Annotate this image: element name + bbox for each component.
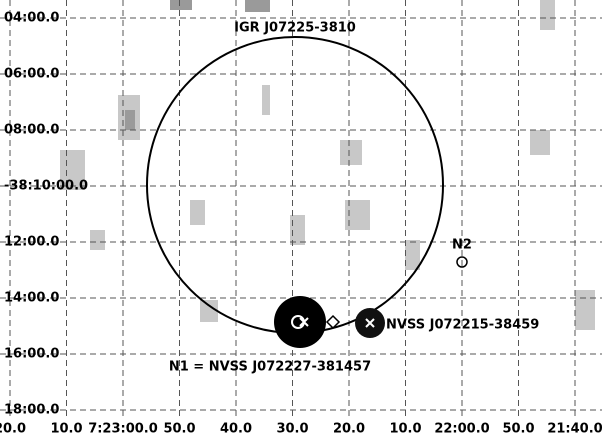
x-tick-label: 10.0 xyxy=(50,422,82,437)
x-tick-label: 22:00.0 xyxy=(434,422,489,437)
emission-patch xyxy=(200,300,218,322)
y-tick-label: 08:00.0 xyxy=(4,123,59,138)
y-tick-label: 04:00.0 xyxy=(4,11,59,26)
x-tick-label: 21:40.0 xyxy=(547,422,602,437)
x-tick-label: 10.0 xyxy=(389,422,421,437)
y-tick-label: 16:00.0 xyxy=(4,347,59,362)
emission-patch xyxy=(90,230,105,250)
emission-patch xyxy=(170,0,192,10)
sky-image: IGR J07225-3810 N2 NVSS J072215-38459 N1… xyxy=(0,0,602,439)
x-tick-label: 7:23:00.0 xyxy=(88,422,158,437)
coordinate-grid xyxy=(0,0,602,420)
target-label: IGR J07225-3810 xyxy=(234,21,356,36)
x-tick-label: 50.0 xyxy=(163,422,195,437)
error-circle xyxy=(147,37,443,333)
emission-patch xyxy=(190,200,205,225)
emission xyxy=(60,0,595,330)
y-tick-label: 14:00.0 xyxy=(4,291,59,306)
nvss-label: NVSS J072215-38459 xyxy=(386,318,539,333)
emission-patch xyxy=(125,110,135,130)
x-tick-label: 50.0 xyxy=(502,422,534,437)
n1-label: N1 = NVSS J072227-381457 xyxy=(169,360,371,375)
emission-patch xyxy=(575,290,595,330)
emission-patch xyxy=(245,0,270,12)
y-tick-label: 06:00.0 xyxy=(4,67,59,82)
y-tick-label: 12:00.0 xyxy=(4,235,59,250)
y-tick-label: -38:10:00.0 xyxy=(4,179,88,194)
x-tick-label: 20.0 xyxy=(0,422,26,437)
x-tick-label: 20.0 xyxy=(333,422,365,437)
emission-patch xyxy=(262,85,270,115)
y-tick-label: 18:00.0 xyxy=(4,403,59,418)
x-tick-label: 30.0 xyxy=(276,422,308,437)
emission-patch xyxy=(540,0,555,30)
emission-patch xyxy=(405,240,420,270)
n2-label: N2 xyxy=(452,238,472,253)
x-tick-label: 40.0 xyxy=(220,422,252,437)
source-n1 xyxy=(274,296,326,348)
emission-patch xyxy=(340,140,362,165)
emission-patch xyxy=(530,130,550,155)
